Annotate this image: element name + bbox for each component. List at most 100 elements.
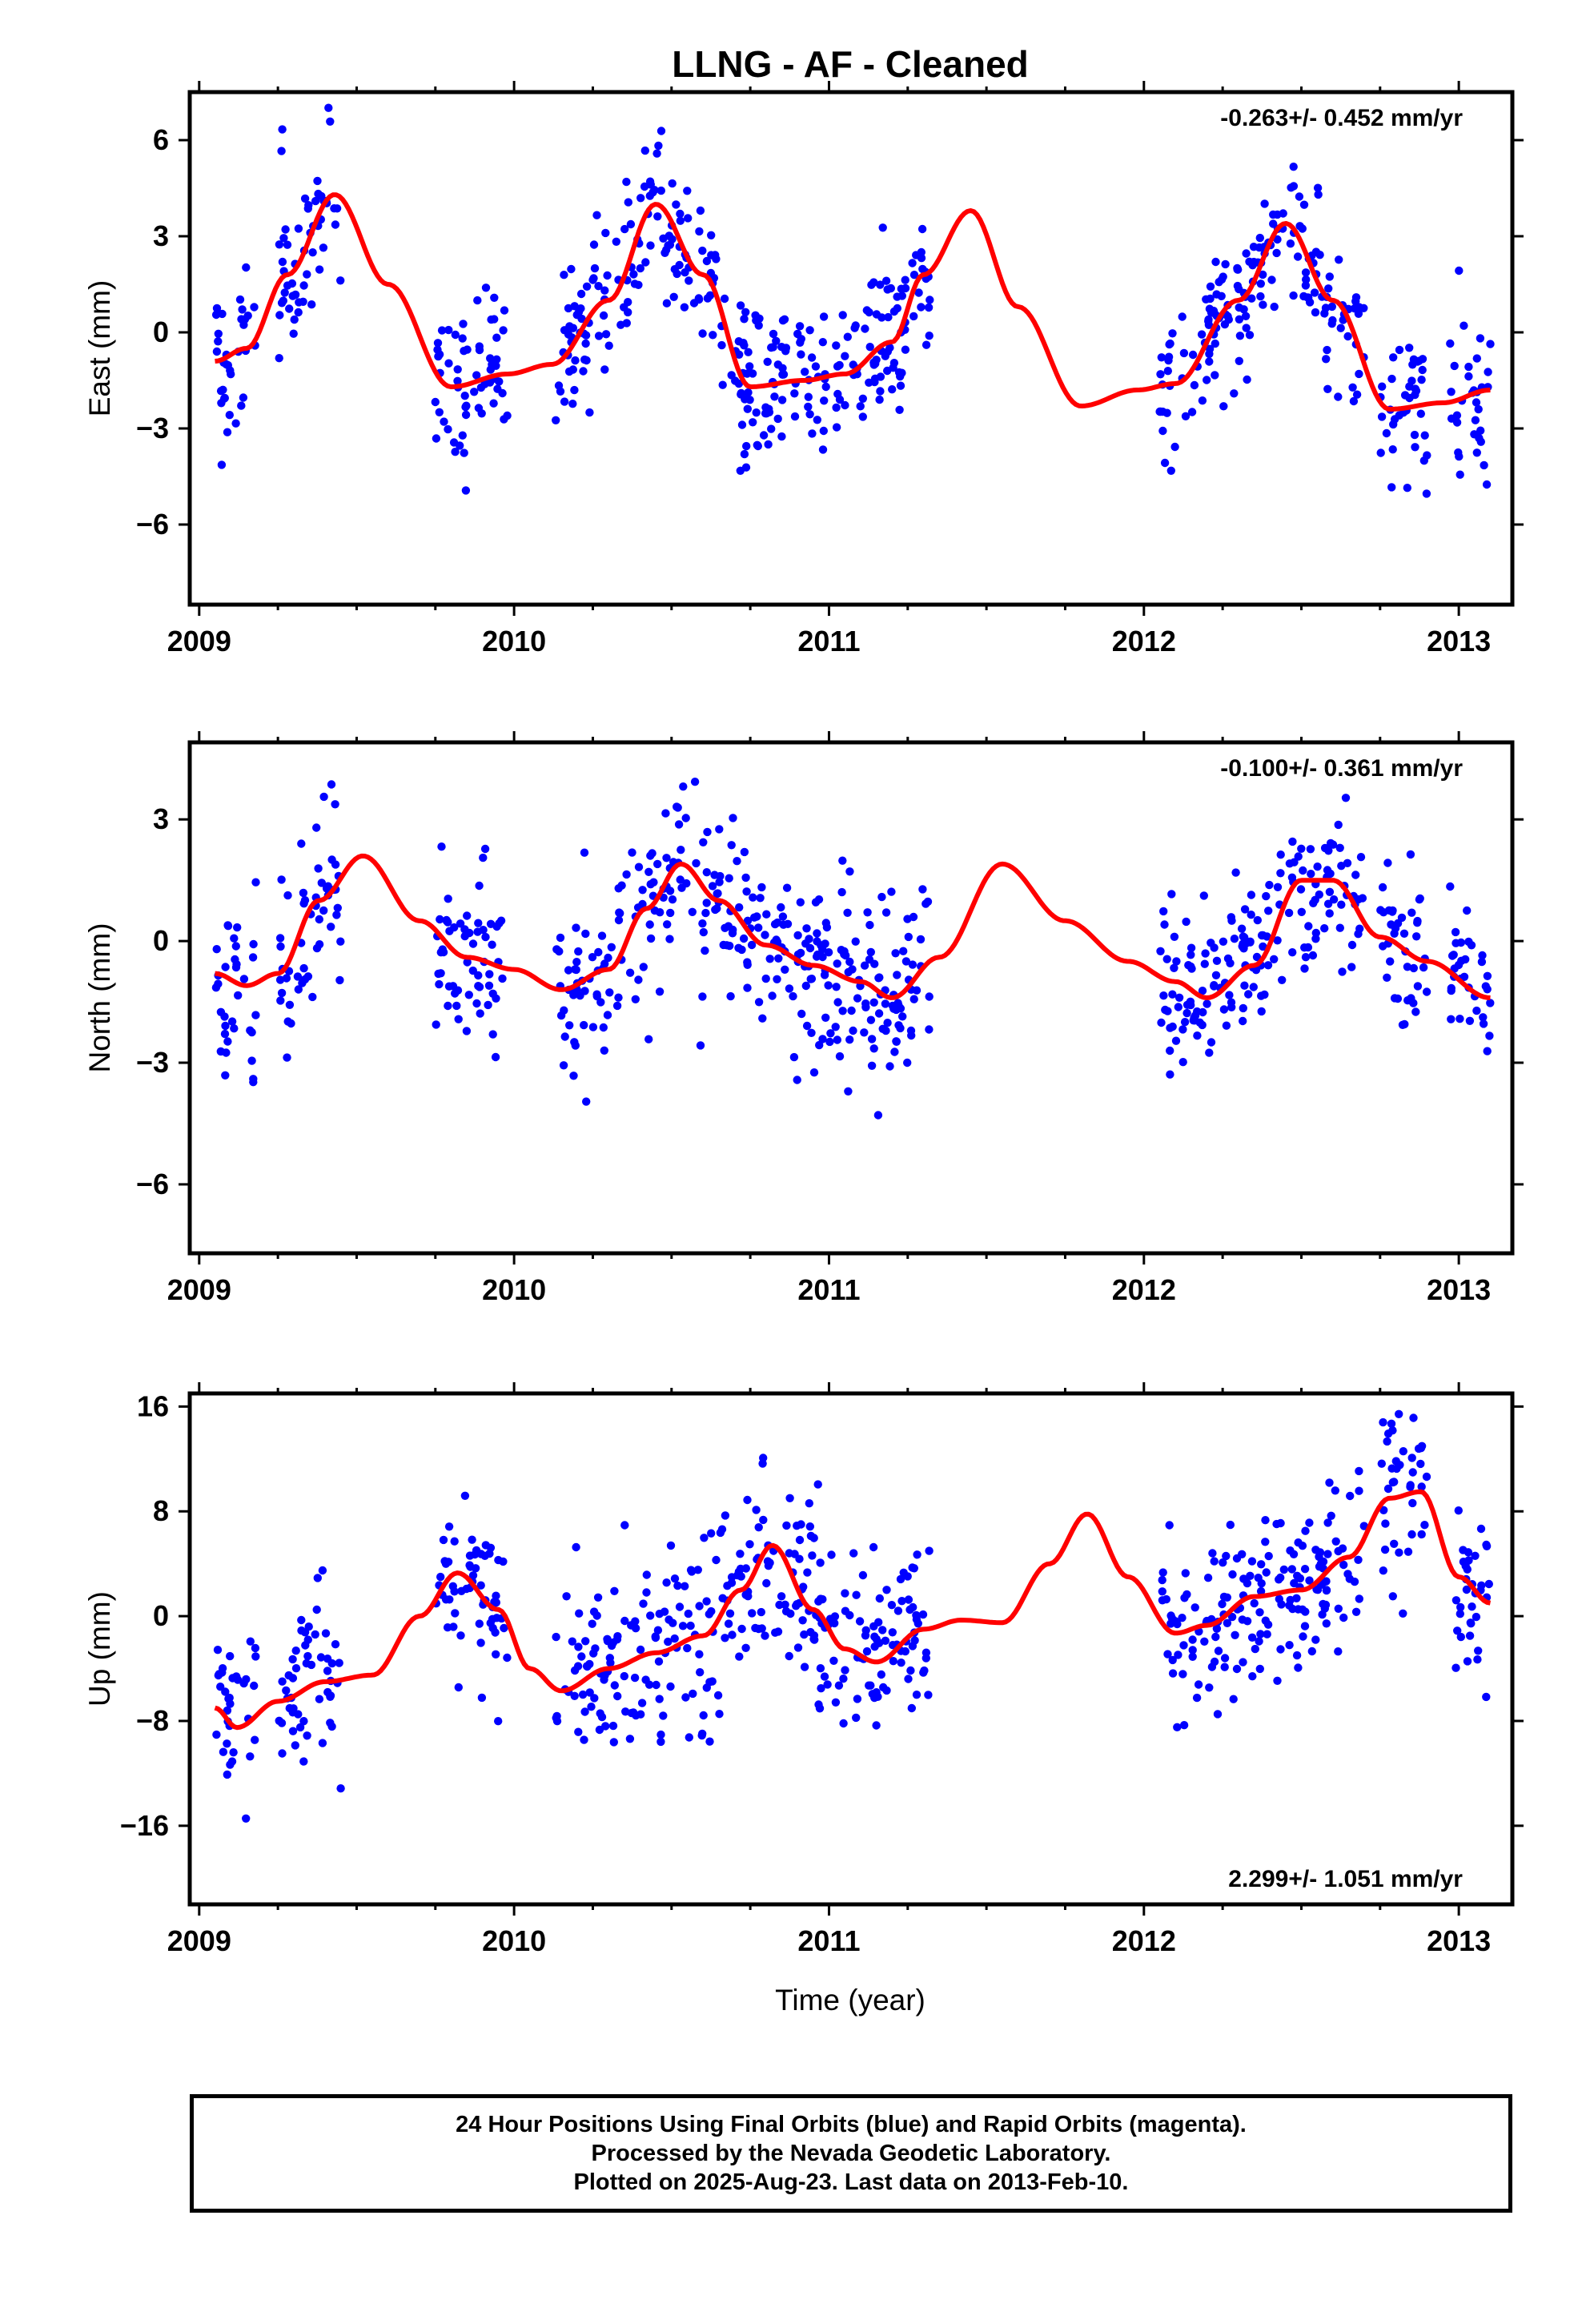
north-point [582, 1097, 591, 1106]
north-point [1422, 987, 1431, 996]
east-point [1157, 353, 1166, 362]
east-point [1456, 470, 1464, 479]
east-point [683, 187, 692, 195]
east-point [808, 429, 817, 438]
east-point [1223, 312, 1232, 321]
up-point [1276, 1645, 1285, 1654]
east-point [1205, 357, 1214, 366]
north-point [1419, 963, 1428, 972]
north-point [865, 955, 874, 964]
east-point [492, 333, 501, 342]
up-point [735, 1652, 744, 1661]
north-point [314, 864, 323, 873]
east-point [832, 403, 841, 412]
east-point [1267, 275, 1276, 284]
up-point [831, 1698, 841, 1707]
up-point [444, 1522, 454, 1531]
up-point [610, 1586, 619, 1596]
east-point [1289, 163, 1298, 171]
east-point [616, 320, 625, 329]
north-point [580, 1020, 588, 1030]
up-point [590, 1694, 599, 1703]
east-y-tick-label: 6 [153, 123, 169, 156]
up-point [326, 1719, 335, 1727]
up-point [1301, 1607, 1310, 1616]
up-point [246, 1752, 255, 1761]
east-point [668, 235, 677, 243]
north-point [1447, 1015, 1456, 1023]
east-point [1190, 380, 1199, 390]
east-point [480, 380, 489, 388]
up-point [1289, 1550, 1299, 1559]
east-point [560, 397, 569, 406]
north-point [1376, 906, 1385, 915]
north-point [747, 940, 757, 950]
north-point [820, 971, 829, 979]
north-y-tick-label: −6 [136, 1168, 169, 1200]
east-point [870, 374, 880, 383]
up-point [841, 1589, 849, 1598]
north-point [628, 848, 636, 857]
north-point [743, 916, 753, 926]
up-point [1219, 1558, 1227, 1567]
north-point [216, 1007, 226, 1017]
east-point [237, 401, 246, 410]
north-point [1227, 913, 1236, 922]
up-point [1203, 1574, 1213, 1582]
up-point [834, 1681, 844, 1690]
north-point [1170, 963, 1178, 973]
north-point [464, 991, 473, 999]
up-point [793, 1643, 803, 1652]
up-point [636, 1710, 645, 1719]
east-point [884, 312, 893, 322]
north-point [1383, 858, 1392, 867]
east-point [1351, 293, 1361, 302]
north-point [1166, 1046, 1174, 1055]
up-point [913, 1550, 921, 1559]
north-point [220, 1029, 230, 1039]
north-x-tick-label: 2013 [1427, 1273, 1491, 1306]
east-point [326, 117, 335, 126]
east-point [676, 209, 685, 219]
up-point [285, 1703, 294, 1713]
up-point [675, 1602, 685, 1611]
up-point [777, 1592, 786, 1601]
up-point [585, 1688, 594, 1697]
up-point [1255, 1608, 1264, 1617]
up-point [852, 1713, 861, 1723]
east-point [1187, 408, 1197, 416]
east-point [1418, 365, 1427, 375]
up-point [313, 1574, 322, 1582]
north-point [1472, 1006, 1481, 1015]
east-point [1334, 392, 1343, 401]
east-point [1255, 233, 1265, 243]
east-point [1206, 294, 1215, 304]
up-point [841, 1606, 850, 1615]
east-point [897, 368, 906, 377]
north-point [692, 858, 701, 868]
east-point [589, 274, 598, 283]
up-point [486, 1543, 496, 1553]
north-point [1326, 838, 1335, 848]
up-point [666, 1682, 675, 1691]
east-point [735, 350, 744, 359]
east-point [680, 303, 689, 312]
north-point [894, 1021, 903, 1030]
east-point [489, 399, 498, 408]
east-point [1286, 239, 1295, 248]
east-point [656, 186, 665, 195]
north-point [1156, 947, 1165, 956]
east-point [1215, 278, 1223, 287]
up-point [762, 1578, 771, 1588]
east-point [818, 338, 827, 347]
north-point [315, 915, 323, 924]
up-point [443, 1623, 452, 1632]
north-point [860, 1028, 869, 1037]
up-point [1355, 1594, 1364, 1603]
east-point [734, 379, 744, 388]
up-point [275, 1716, 283, 1725]
east-point [694, 295, 704, 304]
up-point [577, 1652, 586, 1661]
east-point [567, 264, 576, 274]
north-point [883, 1019, 892, 1027]
